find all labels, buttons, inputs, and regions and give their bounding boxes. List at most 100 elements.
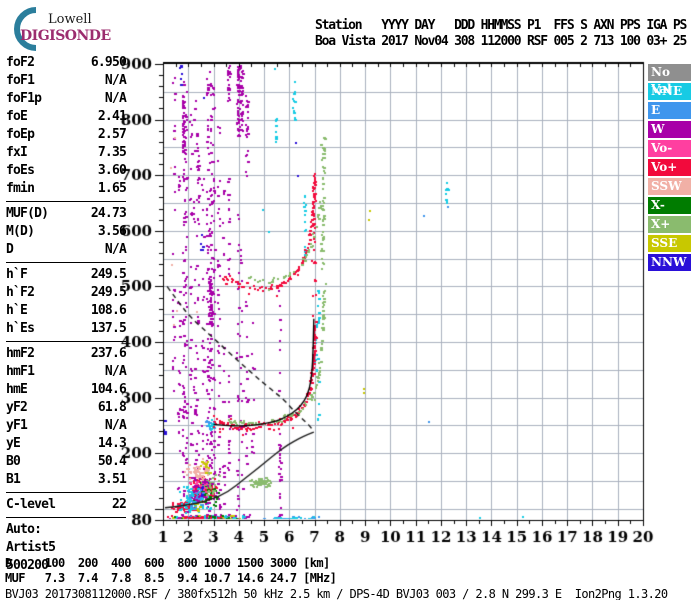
- parameter-row: MUF(D) 24.73: [6, 205, 127, 223]
- parameter-value: N/A: [104, 364, 127, 379]
- parameter-label: hmE: [6, 382, 28, 397]
- parameter-label: foEp: [6, 127, 35, 142]
- parameter-value: 249.5: [90, 267, 127, 282]
- legend-item-no-val: No Val: [648, 64, 691, 96]
- parameter-label: h`F: [6, 267, 28, 282]
- file-info-row: BVJ03_2017308112000.RSF / 380fx512h 50 k…: [5, 587, 668, 600]
- parameter-value: N/A: [104, 418, 127, 433]
- parameter-row: foEp 2.57: [6, 126, 127, 144]
- parameter-row: foF1 N/A: [6, 72, 127, 90]
- parameter-label: foF1: [6, 73, 35, 88]
- parameter-row: 500200: [6, 557, 126, 575]
- parameter-row: foEs 3.60: [6, 162, 127, 180]
- parameter-value: 7.35: [97, 145, 127, 160]
- parameter-label: M(D): [6, 224, 35, 239]
- legend-item-x-: X-: [648, 197, 691, 214]
- panel-separator: [6, 341, 126, 342]
- parameter-row: hmF2 237.6: [6, 345, 127, 363]
- panel-separator: [6, 492, 126, 493]
- parameter-row: Auto:: [6, 521, 126, 539]
- parameter-row: C-level 22: [6, 496, 127, 514]
- legend-item-w: W: [648, 121, 691, 138]
- parameter-row: B0 50.4: [6, 453, 127, 471]
- scaled-parameters-panel: foF2 6.950 foF1 N/A foF1p N/A foE 2.41 foEp 2.57 f…: [6, 54, 127, 575]
- parameter-label: C-level: [6, 497, 56, 512]
- parameter-label: foF2: [6, 55, 35, 70]
- panel-separator: [6, 517, 126, 518]
- parameter-value: 137.5: [90, 321, 127, 336]
- parameter-value: 24.73: [90, 206, 127, 221]
- legend-item-vo+: Vo+: [648, 159, 691, 176]
- parameter-label: yF1: [6, 418, 28, 433]
- panel-separator: [6, 262, 126, 263]
- parameter-label: yF2: [6, 400, 28, 415]
- parameter-label: Artist5: [6, 540, 56, 555]
- parameter-value: 108.6: [90, 303, 127, 318]
- legend-item-sse: SSE: [648, 235, 691, 252]
- parameter-value: 3.60: [97, 163, 127, 178]
- parameter-value: 6.950: [90, 55, 127, 70]
- parameter-row: yF1 N/A: [6, 417, 127, 435]
- logo-digisonde-text: DIGISONDE: [20, 28, 111, 44]
- parameter-row: h`E 108.6: [6, 302, 127, 320]
- parameter-label: hmF1: [6, 364, 35, 379]
- parameter-label: yE: [6, 436, 21, 451]
- parameter-value: 2.41: [97, 109, 127, 124]
- header-station-values: Boa Vista 2017 Nov04 308 112000 RSF 005 …: [315, 34, 687, 49]
- parameter-value: 3.51: [97, 472, 127, 487]
- parameter-row: foF2 6.950: [6, 54, 127, 72]
- parameter-value: 3.56: [97, 224, 127, 239]
- echo-direction-legend: No ValNNE EW Vo- Vo+ SSW X- X+ SSE NNW: [648, 64, 694, 273]
- parameter-label: D: [6, 242, 14, 257]
- parameter-label: B1: [6, 472, 21, 487]
- parameter-value: N/A: [104, 73, 127, 88]
- parameter-value: 22: [111, 497, 127, 512]
- parameter-label: B0: [6, 454, 21, 469]
- parameter-label: Auto:: [6, 522, 42, 537]
- parameter-value: 50.4: [97, 454, 127, 469]
- parameter-row: Artist5: [6, 539, 126, 557]
- parameter-row: yF2 61.8: [6, 399, 127, 417]
- parameter-row: foE 2.41: [6, 108, 127, 126]
- parameter-label: fxI: [6, 145, 28, 160]
- parameter-label: hmF2: [6, 346, 35, 361]
- parameter-label: foF1p: [6, 91, 42, 106]
- parameter-row: M(D) 3.56: [6, 223, 127, 241]
- parameter-value: 14.3: [97, 436, 127, 451]
- parameter-row: h`F 249.5: [6, 266, 127, 284]
- parameter-label: 500200: [6, 558, 49, 573]
- header-column-titles: Station YYYY DAY DDD HHMMSS P1 FFS S AXN…: [315, 18, 687, 33]
- parameter-row: D N/A: [6, 241, 127, 259]
- parameter-label: h`F2: [6, 285, 35, 300]
- parameter-value: 2.57: [97, 127, 127, 142]
- parameter-row: B1 3.51: [6, 471, 127, 489]
- parameter-label: h`E: [6, 303, 28, 318]
- parameter-label: foE: [6, 109, 28, 124]
- parameter-row: foF1p N/A: [6, 90, 127, 108]
- legend-item-nnw: NNW: [648, 254, 691, 271]
- parameter-value: 61.8: [97, 400, 127, 415]
- legend-item-ssw: SSW: [648, 178, 691, 195]
- parameter-row: hmE 104.6: [6, 381, 127, 399]
- legend-item-nne: NNE: [648, 83, 691, 100]
- muf-distance-row: D 100 200 400 600 800 1000 1500 3000 [km…: [5, 556, 330, 570]
- parameter-row: fxI 7.35: [6, 144, 127, 162]
- parameter-value: 1.65: [97, 181, 127, 196]
- parameter-value: 237.6: [90, 346, 127, 361]
- parameter-value: 249.5: [90, 285, 127, 300]
- muf-frequency-row: MUF 7.3 7.4 7.8 8.5 9.4 10.7 14.6 24.7 […: [5, 571, 337, 585]
- legend-item-x+: X+: [648, 216, 691, 233]
- parameter-row: fmin 1.65: [6, 180, 127, 198]
- parameter-value: N/A: [104, 91, 127, 106]
- parameter-row: h`F2 249.5: [6, 284, 127, 302]
- digisonde-logo: Lowell DIGISONDE: [6, 6, 126, 52]
- logo-lowell-text: Lowell: [48, 12, 92, 27]
- parameter-row: yE 14.3: [6, 435, 127, 453]
- parameter-label: h`Es: [6, 321, 35, 336]
- parameter-value: 104.6: [90, 382, 127, 397]
- parameter-row: hmF1 N/A: [6, 363, 127, 381]
- parameter-label: foEs: [6, 163, 35, 178]
- parameter-row: h`Es 137.5: [6, 320, 127, 338]
- logo-crescent-icon: [14, 7, 37, 51]
